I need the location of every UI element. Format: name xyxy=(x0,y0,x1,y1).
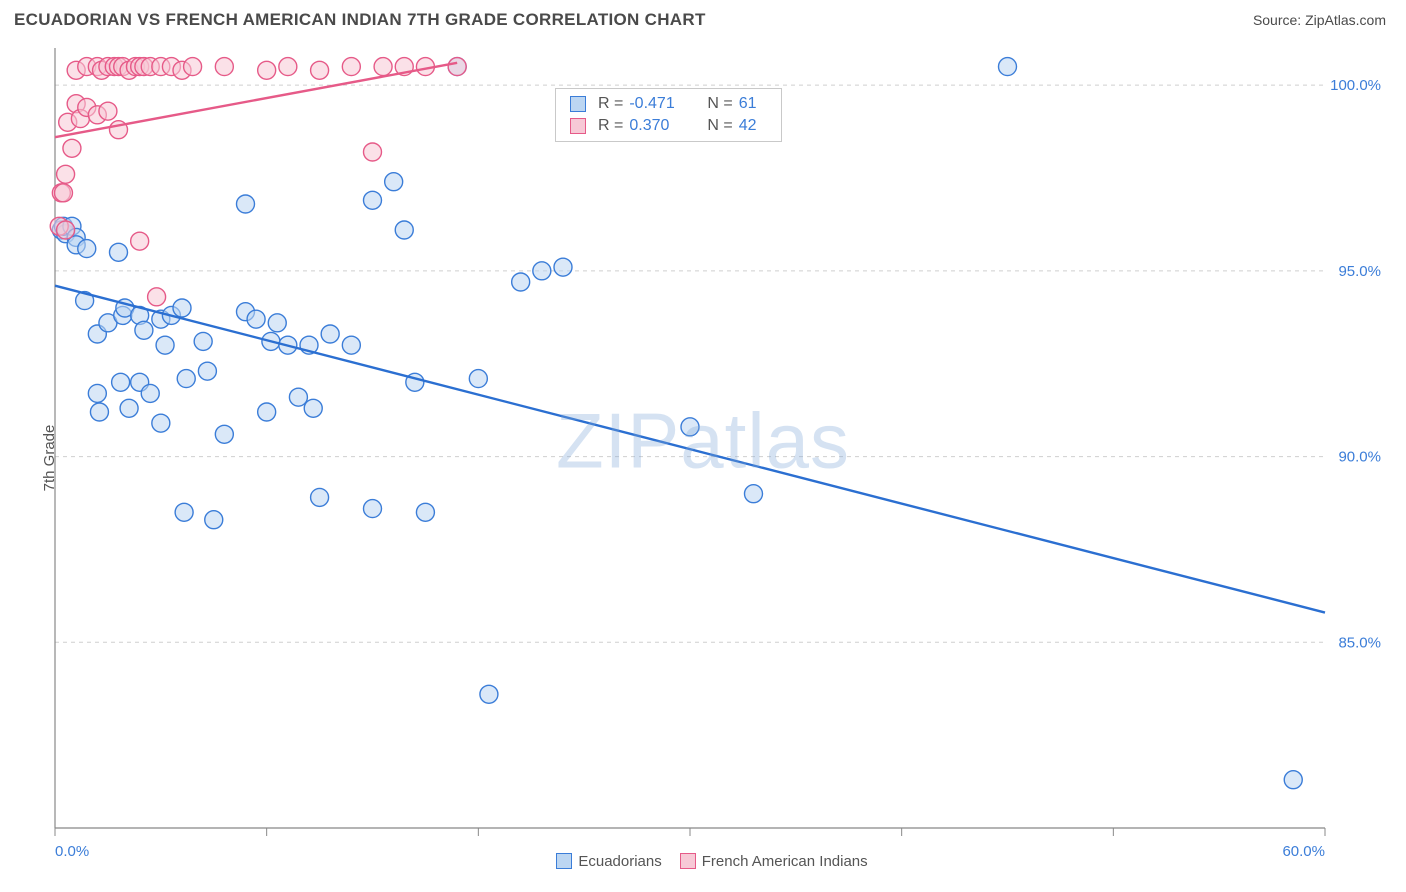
svg-text:95.0%: 95.0% xyxy=(1338,263,1381,280)
svg-text:100.0%: 100.0% xyxy=(1330,77,1381,94)
N-value: 42 xyxy=(739,117,767,135)
N-label: N = xyxy=(707,117,732,135)
legend-swatch xyxy=(680,853,696,869)
R-value: -0.471 xyxy=(629,95,689,113)
chart-header: ECUADORIAN VS FRENCH AMERICAN INDIAN 7TH… xyxy=(0,0,1406,38)
N-value: 61 xyxy=(739,95,767,113)
chart-area: 7th Grade 85.0%90.0%95.0%100.0%0.0%60.0%… xyxy=(0,38,1406,878)
svg-text:85.0%: 85.0% xyxy=(1338,634,1381,651)
R-value: 0.370 xyxy=(629,117,689,135)
N-label: N = xyxy=(707,95,732,113)
source-label: Source: ZipAtlas.com xyxy=(1253,12,1386,28)
chart-title: ECUADORIAN VS FRENCH AMERICAN INDIAN 7TH… xyxy=(14,10,706,30)
scatter-plot-svg: 85.0%90.0%95.0%100.0%0.0%60.0% xyxy=(0,38,1406,858)
legend: Ecuadorians French American Indians xyxy=(0,853,1406,870)
stats-row: R = -0.471 N = 61 xyxy=(556,93,781,115)
legend-swatch xyxy=(570,96,586,112)
R-label: R = xyxy=(598,95,623,113)
legend-swatch xyxy=(570,118,586,134)
stats-row: R = 0.370 N = 42 xyxy=(556,115,781,137)
legend-label: French American Indians xyxy=(702,853,868,870)
legend-swatch xyxy=(556,853,572,869)
svg-text:90.0%: 90.0% xyxy=(1338,449,1381,466)
y-axis-label: 7th Grade xyxy=(41,425,58,492)
R-label: R = xyxy=(598,117,623,135)
correlation-stats-box: R = -0.471 N = 61 R = 0.370 N = 42 xyxy=(555,88,782,142)
legend-label: Ecuadorians xyxy=(578,853,661,870)
